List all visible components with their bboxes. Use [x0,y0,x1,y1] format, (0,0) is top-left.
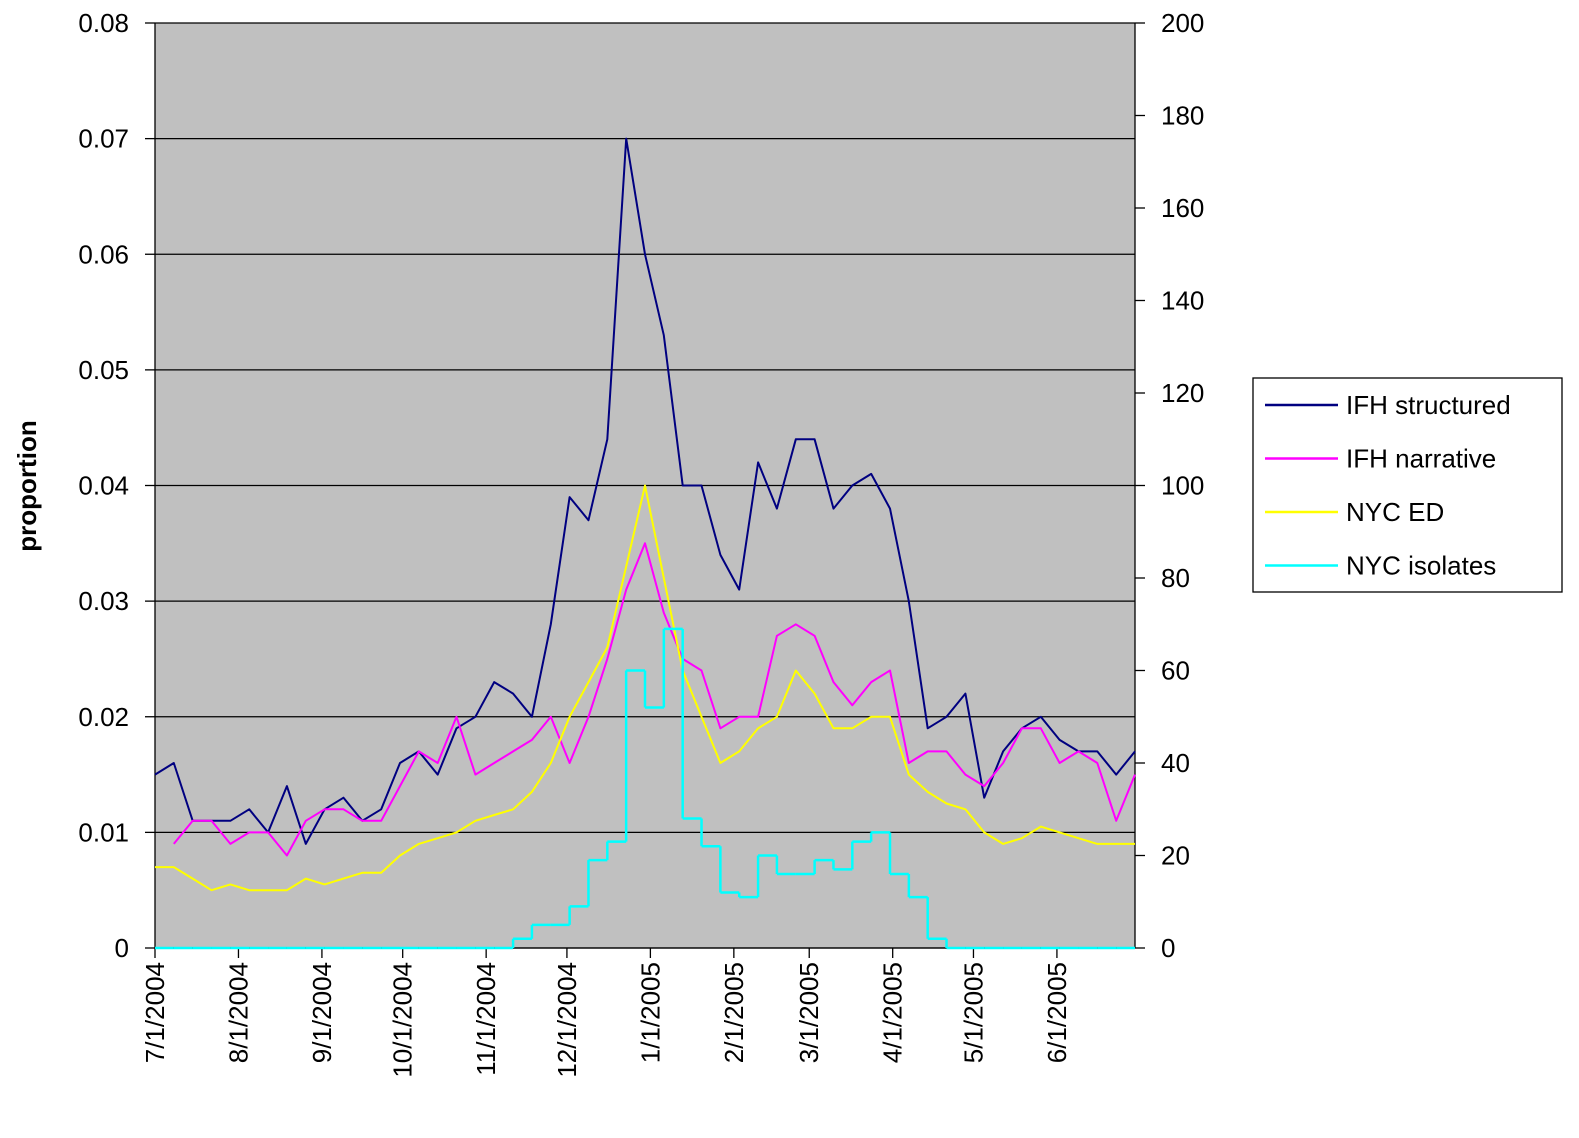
x-tick-label: 10/1/2004 [388,962,418,1078]
x-tick-label: 6/1/2005 [1042,962,1072,1063]
x-tick-label: 3/1/2005 [794,962,824,1063]
legend-box [1252,377,1563,593]
y-axis-label: proportion [12,420,42,551]
y2-tick-label: 180 [1161,101,1204,131]
y-tick-label: 0 [115,933,129,963]
y2-tick-label: 140 [1161,286,1204,316]
y-tick-label: 0.03 [78,586,129,616]
y2-tick-label: 60 [1161,656,1190,686]
legend-label: IFH narrative [1346,444,1496,474]
legend-label: NYC ED [1346,497,1444,527]
legend-label: NYC isolates [1346,551,1496,581]
x-tick-label: 8/1/2004 [223,962,253,1063]
line [173,542,1136,857]
y-tick-label: 0.08 [78,8,129,38]
y2-tick-label: 100 [1161,471,1204,501]
x-tick-label: 9/1/2004 [307,962,337,1063]
y-tick-label: 0.05 [78,355,129,385]
y-tick-label: 0.02 [78,702,129,732]
x-tick-label: 2/1/2005 [719,962,749,1063]
y2-tick-label: 120 [1161,378,1204,408]
y2-tick-label: 20 [1161,841,1190,871]
legend-label: IFH structured [1346,390,1511,420]
x-tick-label: 1/1/2005 [635,962,665,1063]
y-tick-label: 0.01 [78,817,129,847]
y-tick-label: 0.04 [78,471,129,501]
line [154,137,1136,845]
y-tick-label: 0.06 [78,239,129,269]
y2-tick-label: 0 [1161,933,1175,963]
y2-tick-label: 80 [1161,563,1190,593]
x-tick-label: 4/1/2005 [878,962,908,1063]
x-tick-label: 5/1/2005 [958,962,988,1063]
line [155,484,1135,892]
y2-tick-label: 40 [1161,748,1190,778]
x-tick-label: 11/1/2004 [471,962,501,1076]
y2-tick-label: 160 [1161,193,1204,223]
y-tick-label: 0.07 [78,124,129,154]
x-tick-label: 7/1/2004 [140,962,170,1063]
x-tick-label: 12/1/2004 [552,962,582,1078]
y2-tick-label: 200 [1161,8,1204,38]
step-line [155,627,1135,950]
